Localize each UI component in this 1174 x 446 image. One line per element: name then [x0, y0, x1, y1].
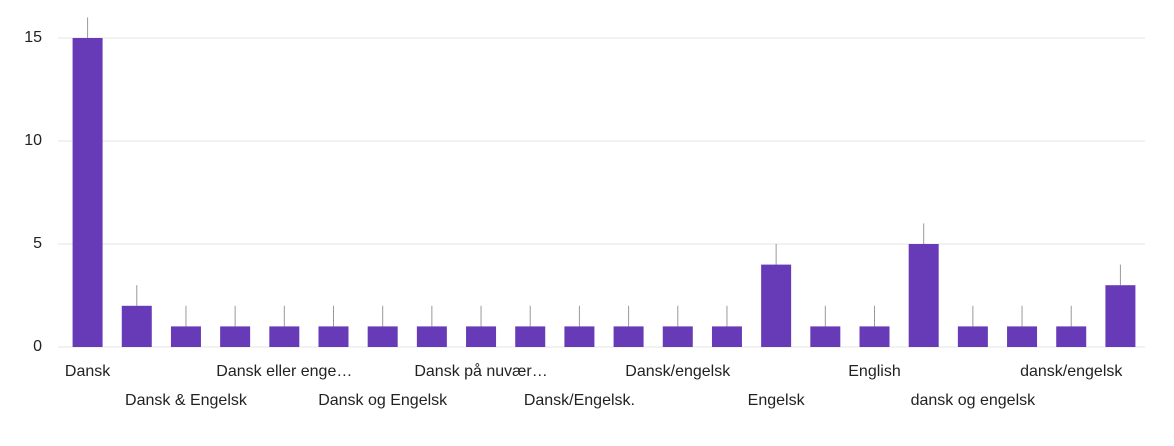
- x-tick-label: Dansk og Engelsk: [318, 392, 448, 409]
- bar: [564, 326, 595, 347]
- y-tick-label: 15: [24, 29, 42, 46]
- x-tick-label: English: [848, 363, 900, 380]
- y-tick-label: 10: [24, 132, 42, 149]
- x-tick-label: dansk/engelsk: [1020, 363, 1123, 380]
- bar: [859, 326, 890, 347]
- x-tick-label: Dansk/Engelsk.: [524, 392, 635, 409]
- x-tick-label: dansk og engelsk: [911, 392, 1037, 409]
- bar: [662, 326, 693, 347]
- bar: [1105, 285, 1136, 347]
- x-tick-label: Engelsk: [748, 392, 806, 409]
- bar: [613, 326, 644, 347]
- x-tick-label: Dansk/engelsk: [625, 363, 731, 380]
- bar: [761, 264, 792, 347]
- bar: [72, 38, 103, 347]
- bar: [121, 305, 152, 347]
- bar: [318, 326, 349, 347]
- y-tick-label: 0: [33, 338, 42, 355]
- bar: [466, 326, 497, 347]
- x-tick-label: Dansk på nuvær…: [414, 362, 547, 380]
- bar: [515, 326, 546, 347]
- bar: [810, 326, 841, 347]
- x-tick-label: Dansk: [65, 363, 111, 380]
- bar: [908, 244, 939, 347]
- bar: [1056, 326, 1087, 347]
- bar: [416, 326, 447, 347]
- bar: [269, 326, 300, 347]
- bar: [957, 326, 988, 347]
- x-tick-label: Dansk & Engelsk: [125, 392, 248, 409]
- y-tick-label: 5: [33, 235, 42, 252]
- bar: [1007, 326, 1038, 347]
- bar: [711, 326, 742, 347]
- bar: [170, 326, 201, 347]
- x-tick-label: Dansk eller enge…: [216, 363, 352, 380]
- bar: [220, 326, 251, 347]
- bar: [367, 326, 398, 347]
